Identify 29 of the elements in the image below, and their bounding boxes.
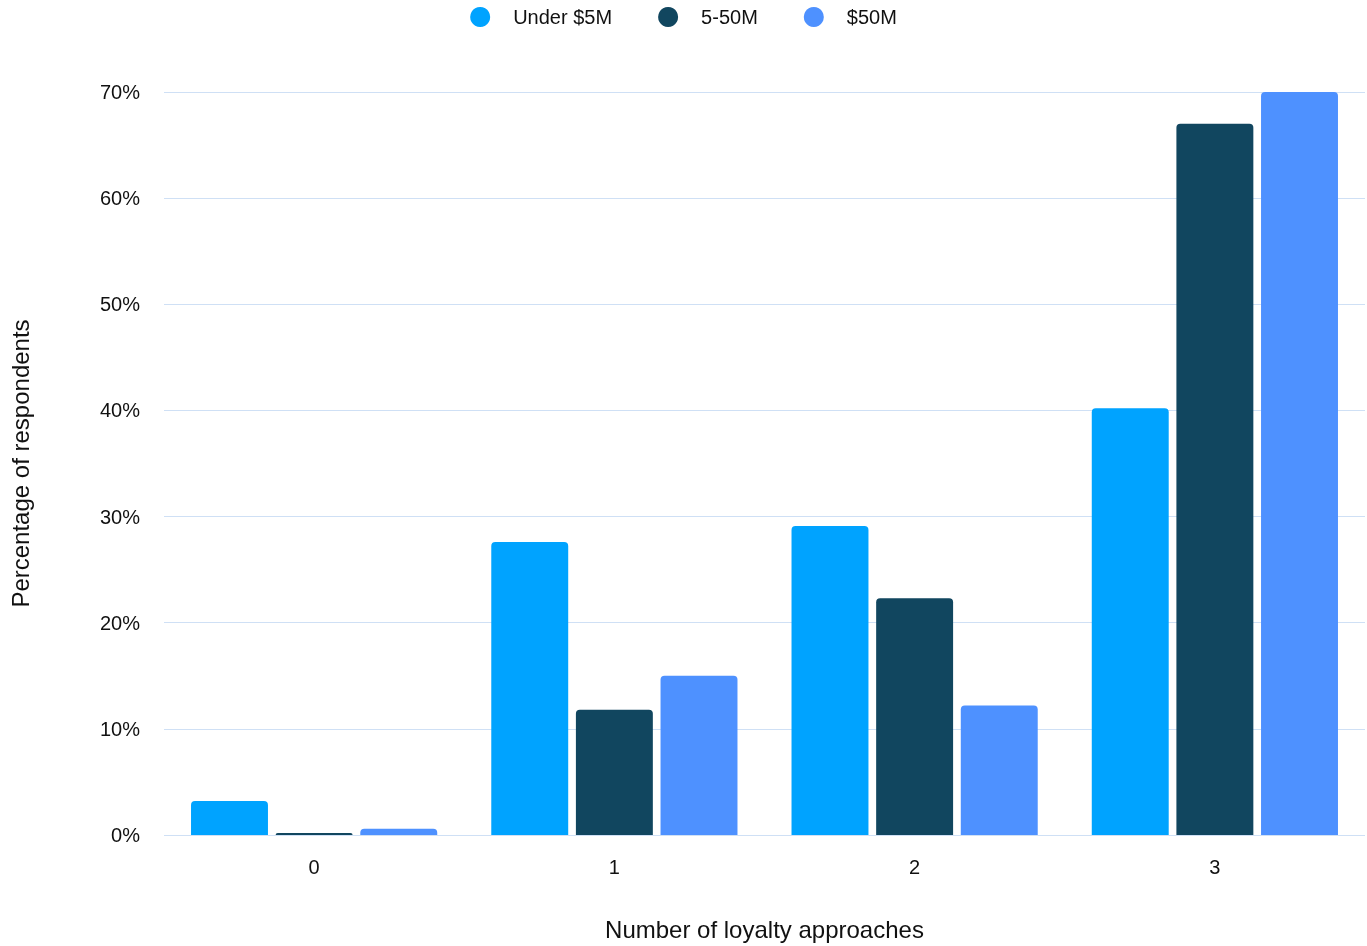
legend-label: Under $5M <box>513 6 613 28</box>
legend-label: $50M <box>846 6 897 28</box>
y-axis-title: Percentage of respondents <box>6 319 34 608</box>
x-tick-label: 0 <box>308 856 320 878</box>
x-tick-label: 3 <box>1209 856 1221 878</box>
y-tick-label: 40% <box>99 399 141 422</box>
bar <box>1176 123 1254 835</box>
bar <box>876 598 954 835</box>
bar <box>791 526 869 835</box>
bar <box>191 801 268 835</box>
bar <box>960 705 1038 835</box>
bar <box>360 828 438 835</box>
y-tick-label: 60% <box>99 187 141 210</box>
bar <box>1091 408 1169 835</box>
bar <box>660 675 738 835</box>
y-tick-label: 0% <box>111 824 141 846</box>
bar <box>575 709 653 835</box>
bar <box>491 542 569 835</box>
x-axis-title: Number of loyalty approaches <box>605 915 924 943</box>
legend-label: 5-50M <box>701 6 758 28</box>
y-tick-label: 50% <box>99 293 141 316</box>
bar <box>1261 92 1338 835</box>
y-tick-label: 30% <box>99 505 141 528</box>
x-tick-label: 1 <box>608 856 620 878</box>
y-tick-label: 10% <box>99 717 141 740</box>
y-tick-label: 70% <box>99 81 141 103</box>
y-tick-label: 20% <box>99 611 141 634</box>
bar <box>275 832 353 835</box>
x-tick-label: 2 <box>909 856 921 878</box>
